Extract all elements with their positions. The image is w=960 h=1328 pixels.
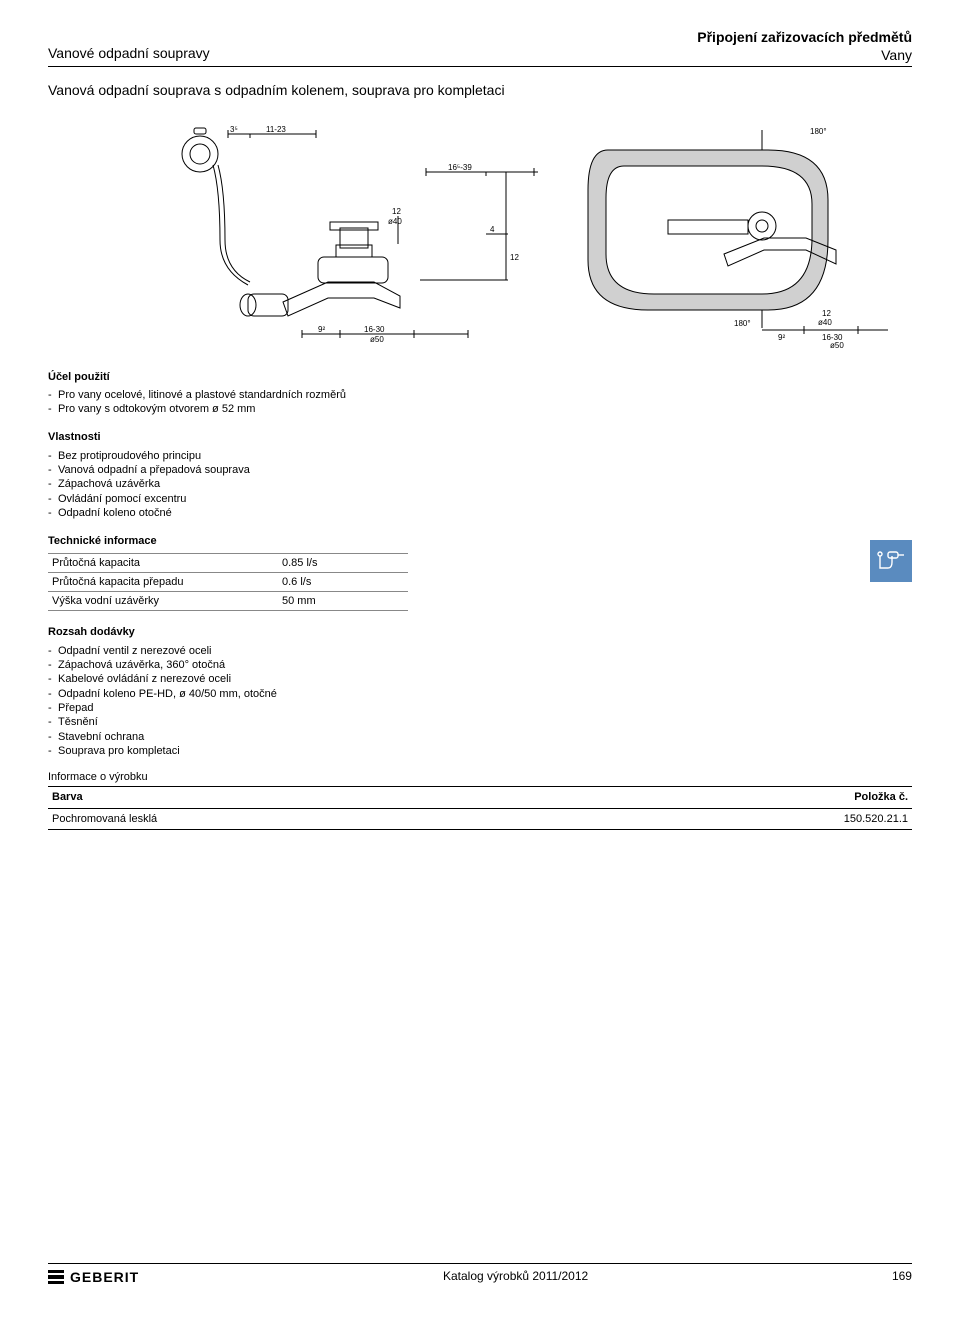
svg-text:16-30: 16-30: [364, 325, 385, 334]
footer-center: Katalog výrobků 2011/2012: [443, 1269, 588, 1285]
svg-text:4: 4: [490, 225, 495, 234]
diagram-side-view: 3⁵ 11-23 16⁵-39 4 12 12 ø40 9² 16-30 ø50: [168, 120, 538, 350]
list-item: Ovládání pomocí excentru: [48, 492, 912, 506]
header-left: Vanové odpadní soupravy: [48, 28, 210, 64]
table-cell: 0.6 l/s: [278, 572, 408, 591]
list-item: Bez protiproudového principu: [48, 449, 912, 463]
list-item: Odpadní koleno PE-HD, ø 40/50 mm, otočné: [48, 687, 912, 701]
properties-list: Bez protiproudového principu Vanová odpa…: [48, 449, 912, 520]
svg-text:ø40: ø40: [388, 217, 402, 226]
svg-text:ø50: ø50: [830, 341, 844, 350]
techinfo-table: Průtočná kapacita0.85 l/s Průtočná kapac…: [48, 553, 408, 612]
table-cell: 0.85 l/s: [278, 553, 408, 572]
product-title: Vanová odpadní souprava s odpadním kolen…: [48, 81, 912, 99]
table-cell: Výška vodní uzávěrky: [48, 592, 278, 611]
svg-text:9²: 9²: [778, 333, 785, 342]
svg-text:ø40: ø40: [818, 318, 832, 327]
svg-text:9²: 9²: [318, 325, 325, 334]
list-item: Odpadní koleno otočné: [48, 506, 912, 520]
list-item: Stavební ochrana: [48, 730, 912, 744]
table-cell: 50 mm: [278, 592, 408, 611]
brand-logo: GEBERIT: [48, 1268, 139, 1286]
productinfo-table: Barva Položka č. Pochromovaná lesklá 150…: [48, 786, 912, 830]
list-item: Přepad: [48, 701, 912, 715]
svg-text:3⁵: 3⁵: [230, 125, 238, 134]
category-icon: [870, 540, 912, 582]
svg-text:11-23: 11-23: [266, 125, 286, 134]
list-item: Pro vany s odtokovým otvorem ø 52 mm: [48, 402, 912, 416]
header-right-top: Připojení zařizovacích předmětů: [697, 29, 912, 45]
page-footer: GEBERIT Katalog výrobků 2011/2012 169: [0, 1263, 960, 1286]
table-cell: 150.520.21.1: [575, 808, 912, 829]
svg-text:ø50: ø50: [370, 335, 384, 344]
purpose-heading: Účel použití: [48, 370, 912, 384]
table-cell: Průtočná kapacita: [48, 553, 278, 572]
properties-heading: Vlastnosti: [48, 430, 912, 444]
list-item: Těsnění: [48, 715, 912, 729]
svg-text:180°: 180°: [734, 319, 751, 328]
list-item: Zápachová uzávěrka: [48, 477, 912, 491]
productinfo-heading: Informace o výrobku: [48, 770, 912, 784]
table-cell: Pochromovaná lesklá: [48, 808, 575, 829]
list-item: Souprava pro kompletaci: [48, 744, 912, 758]
svg-text:16⁵-39: 16⁵-39: [448, 163, 472, 172]
header-right-bottom: Vany: [881, 47, 912, 63]
list-item: Zápachová uzávěrka, 360° otočná: [48, 658, 912, 672]
list-item: Odpadní ventil z nerezové oceli: [48, 644, 912, 658]
techinfo-heading: Technické informace: [48, 534, 912, 548]
svg-text:12: 12: [510, 253, 519, 262]
logo-text: GEBERIT: [70, 1268, 139, 1286]
diagram-top-view: 180° 180° 12 ø40 9² 16-30 ø50: [558, 120, 888, 350]
delivery-heading: Rozsah dodávky: [48, 625, 912, 639]
page-number: 169: [892, 1269, 912, 1285]
list-item: Vanová odpadní a přepadová souprava: [48, 463, 912, 477]
delivery-list: Odpadní ventil z nerezové oceli Zápachov…: [48, 644, 912, 758]
svg-text:12: 12: [822, 309, 831, 318]
table-cell: Průtočná kapacita přepadu: [48, 572, 278, 591]
list-item: Pro vany ocelové, litinové a plastové st…: [48, 388, 912, 402]
technical-diagrams: 3⁵ 11-23 16⁵-39 4 12 12 ø40 9² 16-30 ø50: [48, 120, 912, 350]
table-header: Položka č.: [575, 787, 912, 808]
svg-text:180°: 180°: [810, 127, 827, 136]
header-right: Připojení zařizovacích předmětů Vany: [697, 28, 912, 64]
list-item: Kabelové ovládání z nerezové oceli: [48, 672, 912, 686]
purpose-list: Pro vany ocelové, litinové a plastové st…: [48, 388, 912, 417]
svg-text:12: 12: [392, 207, 401, 216]
page-header: Vanové odpadní soupravy Připojení zařizo…: [48, 28, 912, 67]
table-header: Barva: [48, 787, 575, 808]
